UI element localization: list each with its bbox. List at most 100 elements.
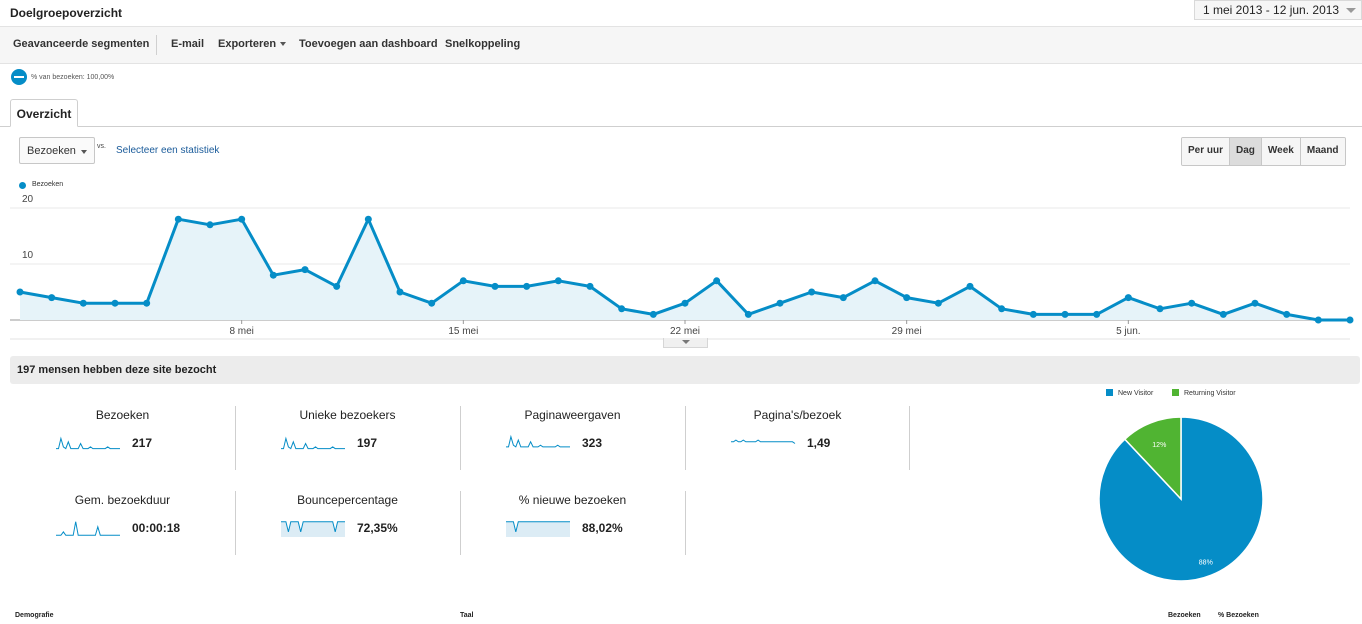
sparkline-line (731, 439, 796, 444)
x-tick-label: 15 mei (448, 326, 478, 337)
data-point (1093, 310, 1101, 318)
vs-label: vs. (97, 143, 106, 150)
data-point (744, 310, 752, 318)
pie-legend-returning-label: Returning Visitor (1184, 390, 1236, 397)
data-point (111, 299, 119, 307)
pie-legend-returning: Returning Visitor (1172, 389, 1236, 397)
segment-label: % van bezoeken: 100,00% (31, 74, 115, 81)
pie-slice-label: 12% (1152, 442, 1166, 449)
segment-pie-icon[interactable] (11, 69, 27, 85)
period-day-button[interactable]: Dag (1230, 138, 1262, 165)
stat-value: 197 (357, 436, 378, 450)
sparkline-line (56, 436, 120, 450)
stat-divider (235, 491, 236, 555)
data-point (1219, 310, 1227, 318)
export-label: Exporteren (218, 38, 277, 50)
data-point (1124, 294, 1132, 302)
data-point (1061, 310, 1069, 318)
stat-card[interactable]: Gem. bezoekduur 00:00:18 (10, 493, 235, 557)
period-month-button[interactable]: Maand (1300, 138, 1345, 165)
advanced-segments-button[interactable]: Geavanceerde segmenten (13, 38, 150, 50)
pie-legend-new: New Visitor (1106, 389, 1153, 397)
period-hourly-button[interactable]: Per uur (1182, 138, 1231, 165)
data-point (776, 299, 784, 307)
data-point (174, 215, 182, 223)
data-point (16, 288, 24, 296)
sparkline-line (281, 521, 345, 533)
stat-label: Bouncepercentage (297, 493, 398, 507)
data-point (808, 288, 816, 296)
export-button[interactable]: Exporteren (218, 38, 287, 50)
series-legend-dot (19, 182, 26, 189)
tab-overview[interactable]: Overzicht (10, 99, 78, 127)
data-point (1346, 316, 1354, 324)
data-point (1029, 310, 1037, 318)
stat-value: 323 (582, 436, 603, 450)
stat-card[interactable]: Bouncepercentage 72,35% (235, 493, 460, 557)
chevron-down-icon (1346, 8, 1356, 13)
data-point (1251, 299, 1259, 307)
stat-label: % nieuwe bezoeken (518, 493, 627, 507)
x-tick-label: 22 mei (670, 326, 700, 337)
pie-slice-label: 88% (1199, 560, 1213, 567)
data-point (1156, 305, 1164, 313)
period-button-group: Per uur Dag Week Maand (1181, 137, 1346, 166)
select-statistic-link[interactable]: Selecteer een statistiek (116, 145, 220, 156)
stat-value: 72,35% (357, 521, 398, 535)
visitor-type-pie-chart: 88% 12% (1098, 416, 1264, 582)
stat-card[interactable]: Bezoeken 217 (10, 408, 235, 472)
percent-visits-header: % Bezoeken (1218, 612, 1259, 619)
stat-card[interactable]: Pagina's/bezoek 1,49 (685, 408, 910, 472)
stat-label: Gem. bezoekduur (74, 493, 171, 507)
email-button[interactable]: E-mail (171, 38, 205, 50)
stat-value: 1,49 (807, 436, 831, 450)
sparkline-line (281, 436, 345, 450)
tab-strip-line (0, 126, 1362, 127)
data-point (871, 277, 879, 285)
stat-divider (235, 406, 236, 470)
data-point (681, 299, 689, 307)
visits-header: Bezoeken (1168, 612, 1201, 619)
x-tick-label: 5 jun. (1116, 326, 1140, 337)
x-tick-label: 8 mei (229, 326, 253, 337)
sparkline-line (506, 434, 570, 448)
stat-value: 88,02% (582, 521, 623, 535)
data-point (428, 299, 436, 307)
data-point (998, 305, 1006, 313)
stat-divider (685, 491, 686, 555)
stat-divider (685, 406, 686, 470)
data-point (903, 294, 911, 302)
data-point (79, 299, 87, 307)
series-legend-label: Bezoeken (32, 181, 64, 188)
data-point (238, 215, 246, 223)
chart-collapse-handle[interactable] (663, 338, 708, 348)
metric-select-label: Bezoeken (27, 145, 76, 157)
metric-select[interactable]: Bezoeken (19, 137, 95, 164)
data-point (618, 305, 626, 313)
shortcut-button[interactable]: Snelkoppeling (445, 38, 521, 50)
demographics-header: Demografie (15, 612, 54, 619)
data-point (934, 299, 942, 307)
data-point (459, 277, 467, 285)
language-header: Taal (460, 612, 474, 619)
pie-slice (1123, 416, 1182, 501)
stat-card[interactable]: Paginaweergaven 323 (460, 408, 685, 472)
data-point (364, 215, 372, 223)
data-point (523, 282, 531, 290)
add-to-dashboard-button[interactable]: Toevoegen aan dashboard (299, 38, 438, 50)
pie-legend-new-label: New Visitor (1118, 390, 1154, 397)
stat-card[interactable]: % nieuwe bezoeken 88,02% (460, 493, 685, 557)
stat-value: 00:00:18 (132, 521, 181, 535)
date-range-label: 1 mei 2013 - 12 jun. 2013 (1203, 3, 1340, 17)
period-week-button[interactable]: Week (1261, 138, 1301, 165)
page-title: Doelgroepoverzicht (10, 6, 123, 20)
stat-divider (460, 491, 461, 555)
data-point (396, 288, 404, 296)
stat-sparkline (281, 436, 345, 450)
stat-card[interactable]: Unieke bezoekers 197 (235, 408, 460, 472)
data-point (301, 266, 309, 274)
date-range-picker[interactable]: 1 mei 2013 - 12 jun. 2013 (1194, 0, 1362, 20)
stat-value: 217 (132, 436, 153, 450)
stat-label: Unieke bezoekers (299, 408, 396, 422)
stat-sparkline (731, 439, 796, 444)
